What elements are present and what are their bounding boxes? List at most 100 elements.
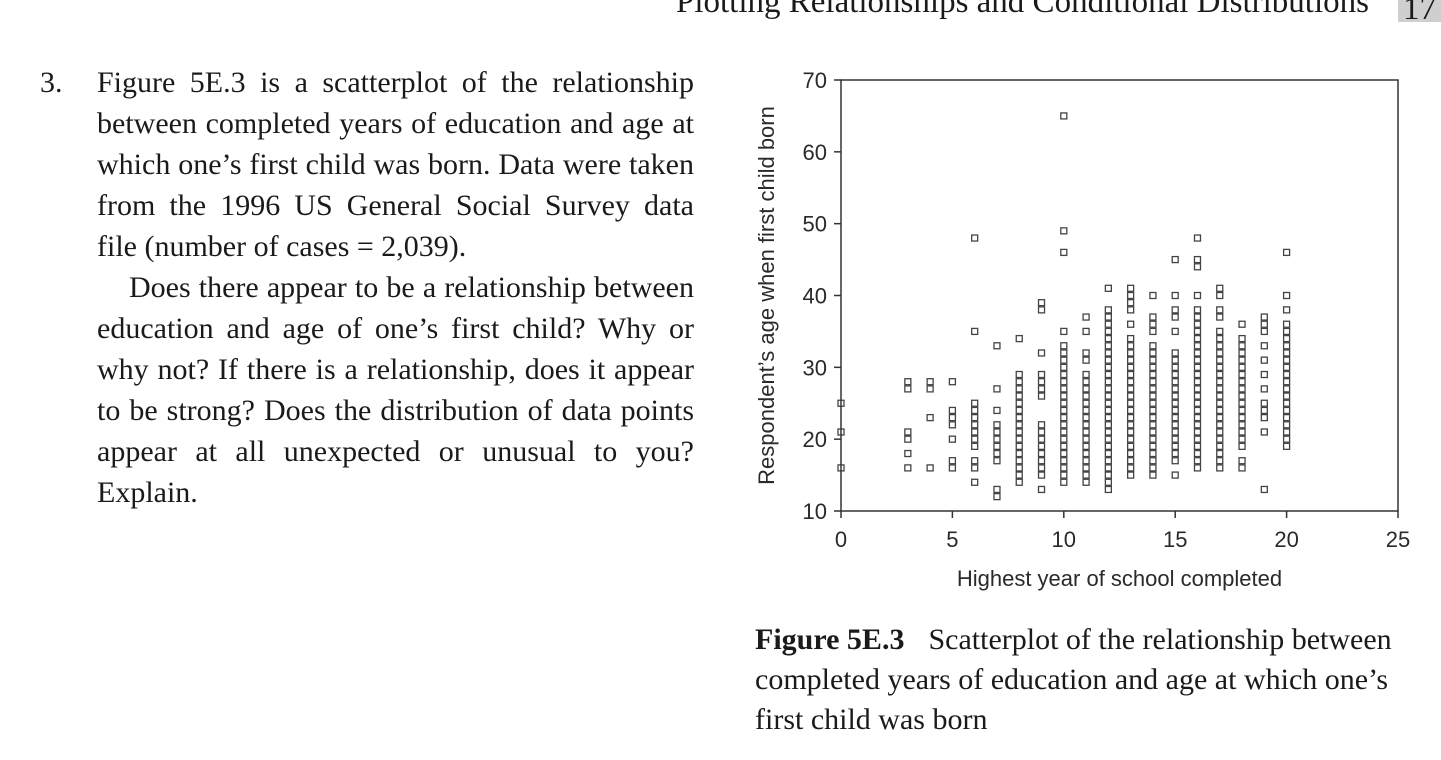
scatter-point bbox=[993, 492, 1001, 501]
scatter-point bbox=[1216, 342, 1224, 350]
scatter-point bbox=[993, 457, 1001, 465]
scatter-point bbox=[1149, 342, 1157, 350]
page-number: 17 bbox=[1398, 0, 1441, 22]
scatter-point bbox=[1104, 392, 1113, 400]
scatter-point bbox=[1216, 435, 1224, 443]
scatter-point bbox=[993, 442, 1001, 451]
scatter-point bbox=[1238, 428, 1246, 436]
scatter-point bbox=[1060, 356, 1068, 364]
scatter-point bbox=[1193, 320, 1202, 328]
scatter-point bbox=[1104, 428, 1113, 436]
scatter-point bbox=[1126, 457, 1135, 465]
scatter-point bbox=[948, 413, 957, 422]
scatter-point bbox=[1126, 464, 1135, 472]
scatter-point bbox=[1216, 363, 1224, 371]
scatter-point bbox=[1104, 485, 1113, 494]
scatter-point bbox=[1104, 342, 1113, 350]
scatter-point bbox=[1104, 406, 1113, 415]
scatter-point bbox=[993, 406, 1001, 415]
scatter-point bbox=[971, 421, 979, 429]
x-tick-label: 15 bbox=[1163, 527, 1187, 552]
y-tick-label: 10 bbox=[803, 499, 827, 524]
scatter-point bbox=[1015, 378, 1023, 386]
y-axis-label: Respondent’s age when first child born bbox=[754, 106, 779, 485]
scatter-point bbox=[1149, 349, 1157, 357]
scatter-point bbox=[1126, 320, 1135, 328]
y-tick-label: 70 bbox=[803, 68, 827, 93]
scatter-point bbox=[1149, 370, 1157, 379]
scatter-point bbox=[948, 406, 957, 415]
figure-caption-text: Scatterplot of the relationship between … bbox=[755, 623, 1392, 736]
scatter-point bbox=[1216, 457, 1224, 465]
scatter-point bbox=[1060, 248, 1068, 257]
scatter-point bbox=[1282, 291, 1291, 300]
exercise-paragraph-2: Does there appear to be a relationship b… bbox=[97, 271, 694, 509]
scatter-point bbox=[1037, 457, 1046, 465]
scatter-point bbox=[971, 435, 979, 443]
scatter-point bbox=[1149, 327, 1157, 336]
scatter-point bbox=[1171, 349, 1179, 357]
scatter-point bbox=[1126, 471, 1135, 479]
scatter-point bbox=[1238, 370, 1246, 379]
scatter-point bbox=[1015, 406, 1023, 415]
scatter-point bbox=[1126, 356, 1135, 364]
scatterplot-chart: 0 5 10 15 20 25 10 20 30 40 50 60 70 Highest year o… bbox=[754, 68, 1410, 591]
scatter-point bbox=[971, 234, 979, 242]
scatter-point bbox=[1216, 356, 1224, 364]
scatter-point bbox=[1149, 457, 1157, 465]
scatter-point bbox=[1149, 421, 1157, 429]
scatter-point bbox=[971, 399, 979, 407]
scatter-point bbox=[1238, 442, 1246, 451]
scatter-point bbox=[1126, 421, 1135, 429]
scatter-point bbox=[1060, 392, 1068, 400]
scatter-point bbox=[1238, 457, 1246, 465]
scatter-point bbox=[1060, 464, 1068, 472]
scatter-point bbox=[1193, 435, 1202, 443]
scatter-point bbox=[1216, 334, 1224, 343]
scatter-point bbox=[993, 385, 1001, 393]
scatter-point bbox=[1082, 413, 1090, 422]
exercise-block: 3. Figure 5E.3 is a scatterplot of the r… bbox=[40, 62, 694, 513]
scatter-point bbox=[971, 478, 979, 486]
scatter-point bbox=[1193, 334, 1202, 343]
exercise-number: 3. bbox=[40, 66, 63, 99]
scatter-point bbox=[1104, 313, 1113, 321]
scatter-point bbox=[904, 464, 912, 472]
scatter-point bbox=[1260, 313, 1268, 321]
scatter-point bbox=[971, 327, 979, 336]
scatter-point bbox=[1149, 435, 1157, 443]
scatter-point bbox=[1149, 464, 1157, 472]
scatter-point bbox=[1171, 370, 1179, 379]
y-tick-label: 40 bbox=[803, 284, 827, 309]
scatter-point bbox=[1193, 234, 1202, 242]
y-axis-ticks: 10 20 30 40 50 60 70 bbox=[803, 68, 841, 524]
scatter-point bbox=[1149, 313, 1157, 321]
scatter-point bbox=[1238, 363, 1246, 371]
scatter-point bbox=[1149, 442, 1157, 451]
scatter-point bbox=[1149, 385, 1157, 393]
scatter-point bbox=[1193, 263, 1202, 271]
scatter-point bbox=[1260, 428, 1268, 436]
scatter-point bbox=[926, 413, 934, 422]
scatter-point bbox=[1171, 399, 1179, 407]
scatter-point bbox=[1260, 485, 1268, 494]
scatter-point bbox=[1060, 478, 1068, 486]
scatter-point bbox=[1104, 478, 1113, 486]
scatter-point bbox=[1193, 421, 1202, 429]
scatter-point bbox=[1171, 385, 1179, 393]
scatter-point bbox=[948, 378, 957, 386]
scatter-point bbox=[1104, 349, 1113, 357]
scatter-point bbox=[1082, 449, 1090, 458]
scatter-point bbox=[1216, 464, 1224, 472]
scatter-point bbox=[1037, 299, 1046, 307]
scatter-point bbox=[1171, 406, 1179, 415]
scatter-point bbox=[1104, 457, 1113, 465]
scatter-point bbox=[1104, 442, 1113, 451]
scatter-point bbox=[1282, 378, 1291, 386]
scatter-point bbox=[1260, 385, 1268, 393]
scatter-point bbox=[1216, 349, 1224, 357]
scatter-point bbox=[1015, 334, 1023, 343]
scatter-point bbox=[1037, 485, 1046, 494]
scatter-point bbox=[1082, 385, 1090, 393]
scatter-point bbox=[1282, 334, 1291, 343]
